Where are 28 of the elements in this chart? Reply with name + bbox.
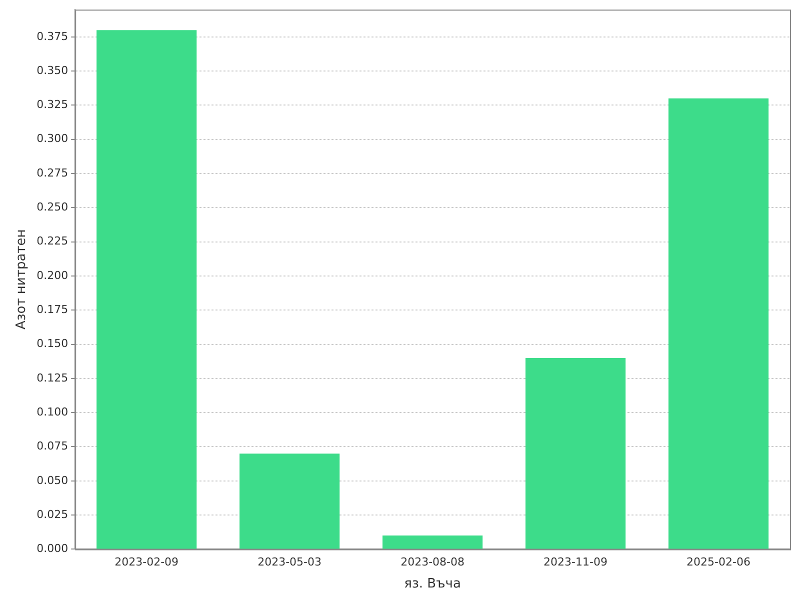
- bar: [382, 536, 483, 549]
- bar: [525, 358, 626, 549]
- y-tick-label: 0.025: [36, 508, 68, 521]
- y-axis-title: Азот нитратен: [14, 229, 30, 330]
- bar: [240, 454, 340, 549]
- x-tick-label: 2023-08-08: [400, 556, 465, 569]
- y-tick-label: 0.250: [36, 200, 68, 214]
- y-tick-label: 0.375: [36, 30, 68, 43]
- y-tick-label: 0.075: [36, 440, 68, 453]
- y-tick-label: 0.150: [36, 337, 68, 350]
- y-tick-label: 0.350: [36, 64, 68, 77]
- bar: [668, 98, 769, 549]
- y-tick-label: 0.325: [36, 98, 68, 112]
- x-tick-label: 2025-02-06: [686, 556, 750, 569]
- x-axis-title: яз. Въча: [404, 576, 461, 592]
- x-tick-label: 2023-11-09: [544, 556, 608, 569]
- y-tick-label: 0.275: [36, 166, 68, 180]
- x-tick-label: 2023-05-03: [258, 556, 322, 569]
- y-tick-label: 0.200: [36, 268, 68, 282]
- y-tick-label: 0.225: [36, 234, 68, 248]
- y-tick-label: 0.125: [36, 371, 68, 384]
- y-tick-label: 0.300: [36, 132, 68, 146]
- x-tick-label: 2023-02-09: [114, 556, 179, 569]
- bar: [96, 30, 197, 549]
- y-tick-label: 0.050: [36, 474, 68, 487]
- y-tick-label: 0.100: [36, 405, 68, 418]
- y-tick-label: 0.175: [36, 302, 68, 316]
- y-tick-label: 0.000: [36, 542, 68, 556]
